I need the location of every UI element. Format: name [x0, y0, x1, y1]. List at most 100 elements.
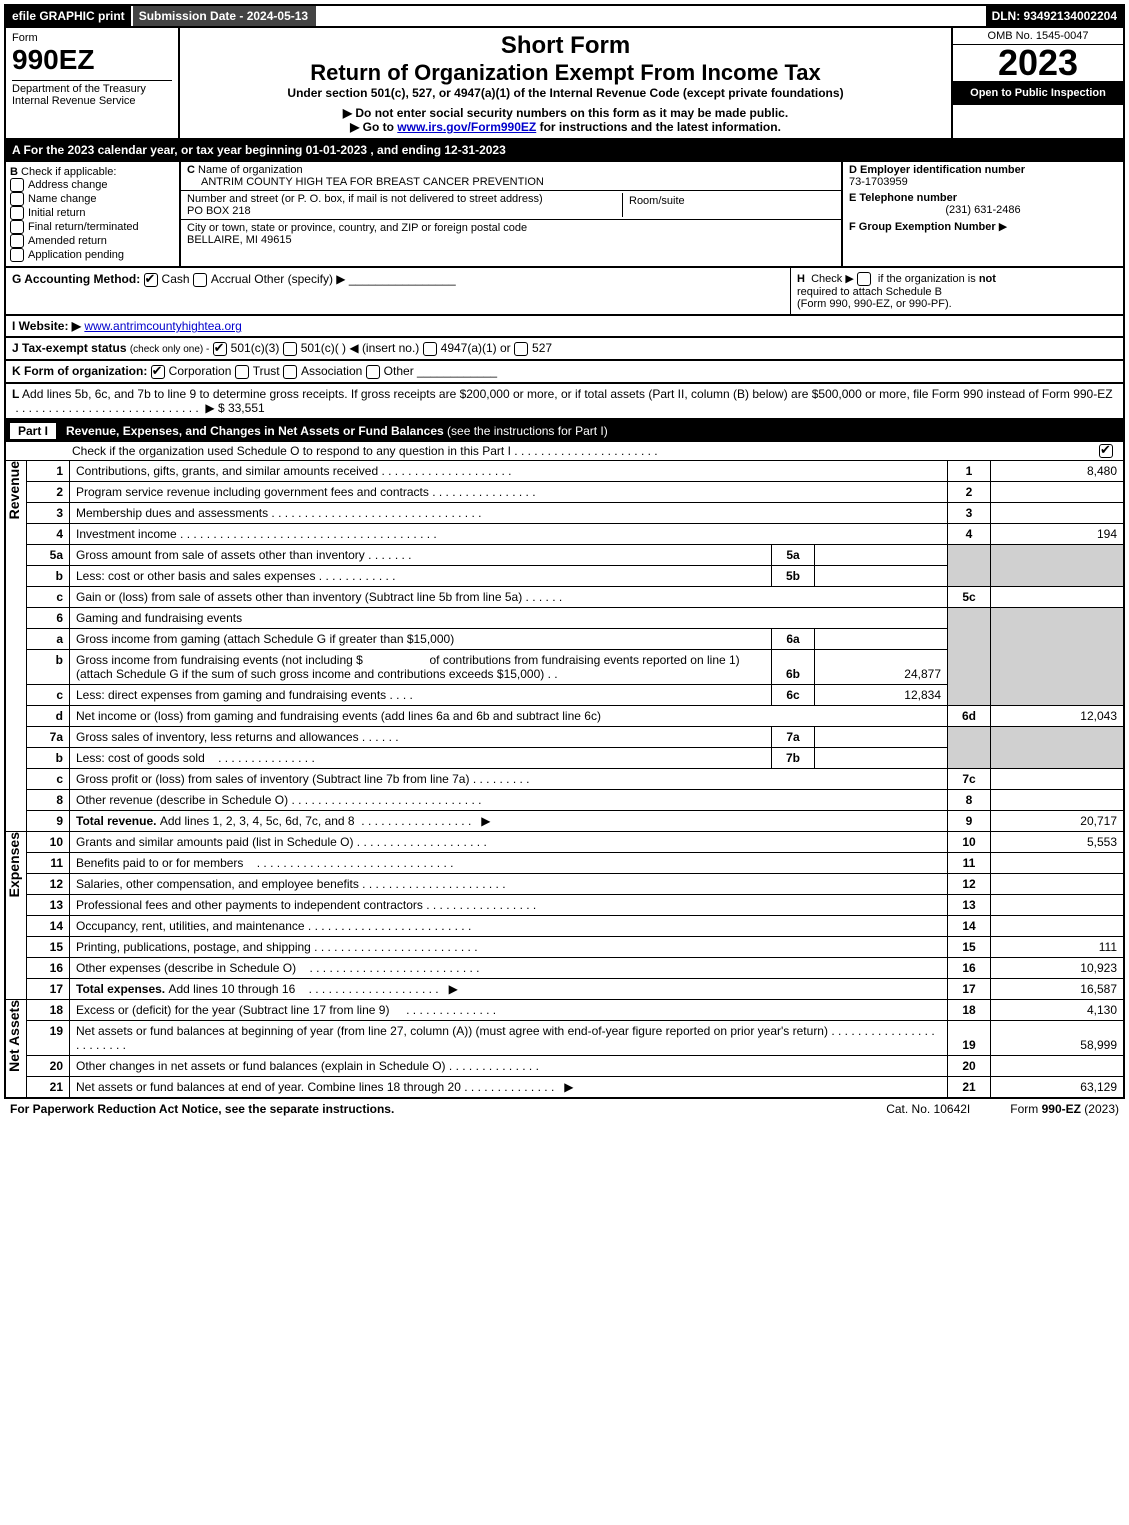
header-left: Form 990EZ Department of the Treasury In… — [6, 28, 180, 138]
l7b-sv — [815, 747, 948, 768]
d-label: D Employer identification number — [849, 164, 1025, 176]
row-17: 17 Total expenses. Add lines 10 through … — [5, 978, 1124, 999]
h-not: not — [979, 273, 996, 285]
chk-trust[interactable] — [235, 365, 249, 379]
l1-num: 1 — [27, 460, 70, 481]
chk-527[interactable] — [514, 342, 528, 356]
l8-text: Other revenue (describe in Schedule O) — [76, 793, 288, 807]
l14-num: 14 — [27, 915, 70, 936]
part1-inst: (see the instructions for Part I) — [447, 424, 608, 438]
col-b: B Check if applicable: Address change Na… — [6, 162, 181, 266]
part1-header: Part I Revenue, Expenses, and Changes in… — [4, 420, 1125, 442]
l13-v — [991, 894, 1125, 915]
l16-r: 16 — [948, 957, 991, 978]
row-9: 9 Total revenue. Add lines 1, 2, 3, 4, 5… — [5, 810, 1124, 831]
l5a-text: Gross amount from sale of assets other t… — [76, 548, 365, 562]
k-corp: Corporation — [169, 364, 232, 378]
chk-address-change[interactable] — [10, 178, 24, 192]
form-number: 990EZ — [12, 44, 172, 76]
row-6d: d Net income or (loss) from gaming and f… — [5, 705, 1124, 726]
l19-v: 58,999 — [991, 1020, 1125, 1055]
part1-check-text: Check if the organization used Schedule … — [12, 444, 511, 458]
l5b-num: b — [27, 565, 70, 586]
part1-title: Revenue, Expenses, and Changes in Net As… — [66, 424, 608, 438]
l16-num: 16 — [27, 957, 70, 978]
line-a: A For the 2023 calendar year, or tax yea… — [4, 140, 1125, 162]
l11-num: 11 — [27, 852, 70, 873]
website-link[interactable]: www.antrimcountyhightea.org — [84, 319, 241, 333]
room-label: Room/suite — [629, 195, 685, 207]
part1-table: Revenue 1 Contributions, gifts, grants, … — [4, 460, 1125, 1099]
row-5a: 5a Gross amount from sale of assets othe… — [5, 544, 1124, 565]
l1-text: Contributions, gifts, grants, and simila… — [76, 464, 378, 478]
l14-v — [991, 915, 1125, 936]
chk-final-return[interactable] — [10, 220, 24, 234]
l6c-s: 6c — [772, 684, 815, 705]
l5a-sv — [815, 544, 948, 565]
i-label: I Website: ▶ — [12, 319, 81, 333]
g-cash: Cash — [162, 272, 190, 286]
chk-h[interactable] — [857, 272, 871, 286]
l19-num: 19 — [27, 1020, 70, 1055]
l16-v: 10,923 — [991, 957, 1125, 978]
l16-text: Other expenses (describe in Schedule O) — [76, 961, 296, 975]
l9-v: 20,717 — [991, 810, 1125, 831]
chk-4947[interactable] — [423, 342, 437, 356]
l9-r: 9 — [948, 810, 991, 831]
l15-r: 15 — [948, 936, 991, 957]
l5c-text: Gain or (loss) from sale of assets other… — [76, 590, 522, 604]
h-text4: (Form 990, 990-EZ, or 990-PF). — [797, 298, 952, 310]
chk-corp[interactable] — [151, 365, 165, 379]
l12-r: 12 — [948, 873, 991, 894]
g-accrual: Accrual — [211, 272, 251, 286]
l5b-s: 5b — [772, 565, 815, 586]
row-20: 20 Other changes in net assets or fund b… — [5, 1055, 1124, 1076]
name-label: Name of organization — [198, 164, 303, 176]
submission-date: Submission Date - 2024-05-13 — [133, 6, 316, 26]
header-sub1: Under section 501(c), 527, or 4947(a)(1)… — [186, 86, 945, 100]
chk-cash[interactable] — [144, 273, 158, 287]
opt-amended-return: Amended return — [28, 235, 107, 247]
chk-name-change[interactable] — [10, 192, 24, 206]
sub3-pre: ▶ Go to — [350, 120, 397, 134]
chk-501c3[interactable] — [213, 342, 227, 356]
l6a-s: 6a — [772, 628, 815, 649]
h-label: H — [797, 273, 805, 285]
l18-text: Excess or (deficit) for the year (Subtra… — [76, 1003, 389, 1017]
row-7c: c Gross profit or (loss) from sales of i… — [5, 768, 1124, 789]
chk-assoc[interactable] — [283, 365, 297, 379]
opt-name-change: Name change — [28, 193, 97, 205]
chk-accrual[interactable] — [193, 273, 207, 287]
f-label: F Group Exemption Number — [849, 221, 996, 233]
chk-schedule-o[interactable] — [1099, 444, 1113, 458]
chk-other-k[interactable] — [366, 365, 380, 379]
row-15: 15 Printing, publications, postage, and … — [5, 936, 1124, 957]
l7c-text: Gross profit or (loss) from sales of inv… — [76, 772, 469, 786]
opt-initial-return: Initial return — [28, 207, 85, 219]
chk-application-pending[interactable] — [10, 248, 24, 262]
col-c: C Name of organization ANTRIM COUNTY HIG… — [181, 162, 843, 266]
chk-amended-return[interactable] — [10, 234, 24, 248]
chk-501c[interactable] — [283, 342, 297, 356]
c-label: C — [187, 164, 195, 176]
title-return: Return of Organization Exempt From Incom… — [186, 60, 945, 86]
l6c-sv: 12,834 — [815, 684, 948, 705]
footer-left: For Paperwork Reduction Act Notice, see … — [10, 1102, 394, 1116]
l5a-num: 5a — [27, 544, 70, 565]
d-row: D Employer identification number 73-1703… — [843, 162, 1123, 190]
opt-final-return: Final return/terminated — [28, 221, 139, 233]
org-name: ANTRIM COUNTY HIGH TEA FOR BREAST CANCER… — [187, 176, 544, 188]
row-19: 19 Net assets or fund balances at beginn… — [5, 1020, 1124, 1055]
row-3: 3 Membership dues and assessments . . . … — [5, 502, 1124, 523]
l13-num: 13 — [27, 894, 70, 915]
room-suite-cell: Room/suite — [622, 193, 835, 217]
chk-initial-return[interactable] — [10, 206, 24, 220]
irs-link[interactable]: www.irs.gov/Form990EZ — [397, 120, 536, 134]
row-2: 2 Program service revenue including gove… — [5, 481, 1124, 502]
l6b-num: b — [27, 649, 70, 684]
row-21: 21 Net assets or fund balances at end of… — [5, 1076, 1124, 1098]
col-def: D Employer identification number 73-1703… — [843, 162, 1123, 266]
l10-v: 5,553 — [991, 831, 1125, 852]
l5a-s: 5a — [772, 544, 815, 565]
row-4: 4 Investment income . . . . . . . . . . … — [5, 523, 1124, 544]
